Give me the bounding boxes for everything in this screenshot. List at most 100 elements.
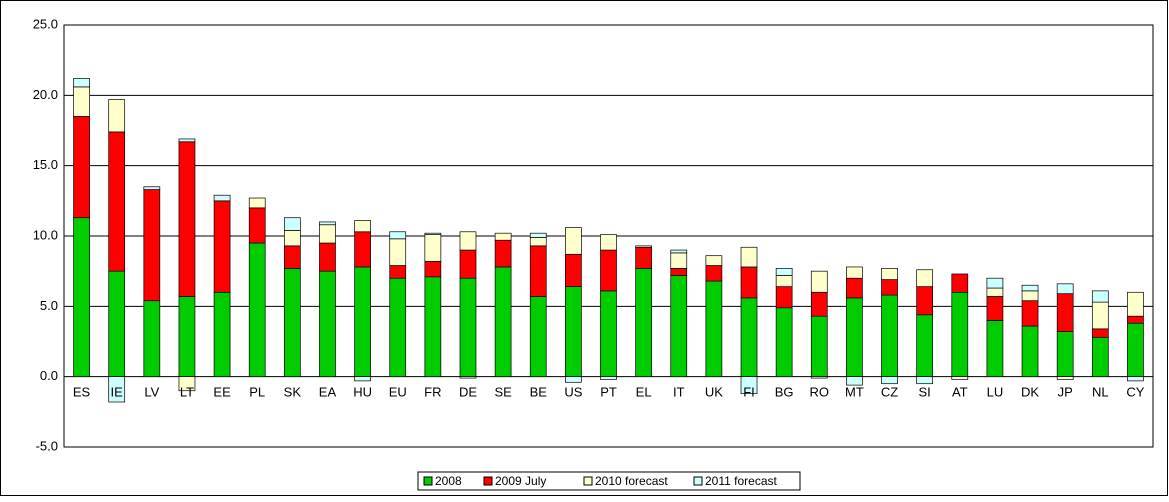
bar-segment [389, 238, 407, 266]
legend-label: 2008 [435, 474, 462, 488]
bar-segment [1021, 325, 1039, 378]
bar-segment [1091, 290, 1109, 303]
bar-segment [740, 266, 758, 299]
x-tick-label: LU [987, 384, 1004, 399]
x-tick-label: SI [919, 384, 931, 399]
legend-swatch [423, 476, 433, 486]
bar-segment [1127, 291, 1144, 317]
bar-segment [459, 277, 477, 378]
bar-segment [565, 253, 582, 287]
bar-segment [108, 270, 126, 378]
bar-segment [143, 300, 161, 378]
bar-segment [705, 255, 723, 266]
bar-segment [213, 194, 231, 202]
bar-segment [424, 276, 442, 378]
bar-segment [916, 286, 934, 316]
bar-segment [143, 189, 161, 302]
x-tick-label: JP [1058, 384, 1073, 399]
x-tick-label: FR [424, 384, 441, 399]
bar-segment [319, 221, 336, 226]
bar-segment [529, 237, 547, 247]
x-tick-label: PL [249, 384, 265, 399]
bar-segment [459, 249, 477, 279]
bar-segment [529, 296, 547, 378]
bar-segment [1056, 293, 1074, 333]
bar-segment [600, 234, 617, 251]
bar-segment [213, 291, 231, 378]
bar-segment [1127, 315, 1144, 324]
x-tick-label: RO [810, 384, 830, 399]
bar-segment [389, 277, 407, 378]
bar-segment [565, 286, 582, 378]
bar-segment [810, 291, 828, 317]
bar-segment [1127, 376, 1144, 382]
bar-segment [283, 230, 301, 247]
bar-segment [881, 376, 898, 385]
bar-segment [354, 376, 371, 382]
legend-label: 2009 July [495, 474, 546, 488]
x-tick-label: EA [319, 384, 337, 399]
bar-segment [389, 265, 407, 279]
bar-segment [810, 270, 828, 293]
bar-segment [810, 315, 828, 378]
bar-segment [529, 245, 547, 297]
bar-segment [1021, 290, 1039, 302]
x-tick-label: UK [705, 384, 723, 399]
bar-segment [565, 227, 582, 255]
x-tick-label: CY [1126, 384, 1144, 399]
x-tick-label: AT [952, 384, 968, 399]
bar-segment [705, 280, 723, 378]
bar-segment [1056, 376, 1074, 380]
legend-label: 2011 forecast [705, 474, 777, 488]
bar-segment [1021, 300, 1039, 327]
bar-segment [670, 275, 688, 378]
bar-segment [635, 245, 652, 248]
legend-swatch [583, 476, 593, 486]
bar-segment [810, 376, 828, 379]
bar-segment [846, 297, 863, 378]
bar-segment [248, 197, 266, 209]
x-tick-label: EU [389, 384, 407, 399]
bar-segment [1091, 336, 1109, 378]
bar-segment [635, 246, 652, 269]
bar-segment [248, 242, 266, 378]
bar-segment [670, 249, 688, 254]
x-tick-label: SE [494, 384, 512, 399]
bar-segment [354, 266, 371, 378]
bar-segment [319, 224, 336, 244]
bar-segment [600, 249, 617, 292]
bar-segment [424, 260, 442, 278]
bar-segment [951, 291, 969, 378]
bar-segment [916, 314, 934, 378]
bar-segment [846, 277, 863, 299]
bar-segment [73, 116, 90, 219]
bar-segment [424, 232, 442, 235]
bar-segment [73, 86, 90, 117]
bar-segment [881, 294, 898, 378]
bar-segment [73, 217, 90, 378]
bar-segment [775, 286, 793, 309]
x-tick-label: US [564, 384, 582, 399]
bar-segment [775, 268, 793, 276]
bar-segment [1056, 331, 1074, 378]
y-tick-label: 15.0 [33, 157, 58, 172]
bar-segment [213, 200, 231, 293]
bar-segment [108, 131, 126, 272]
bar-segment [108, 376, 126, 403]
bar-segment [1127, 322, 1144, 378]
bar-segment [916, 269, 934, 287]
x-tick-label: DK [1021, 384, 1039, 399]
y-tick-label: 20.0 [33, 87, 58, 102]
bar-segment [1091, 301, 1109, 330]
bar-segment [108, 99, 126, 133]
bar-segment [283, 217, 301, 231]
x-tick-label: SK [284, 384, 302, 399]
x-tick-label: PT [600, 384, 617, 399]
x-tick-label: ES [73, 384, 91, 399]
x-tick-label: HU [353, 384, 372, 399]
bar-segment [986, 287, 1004, 297]
bar-segment [740, 297, 758, 378]
bar-segment [951, 273, 969, 293]
bar-segment [389, 231, 407, 240]
